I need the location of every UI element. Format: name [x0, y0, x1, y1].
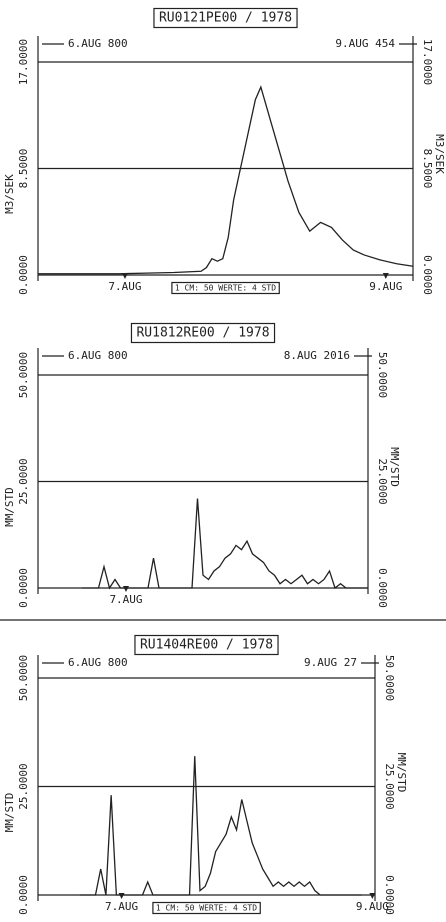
y2-tick-label: 25.0000 [376, 458, 389, 504]
y2-axis-label: MM/STD [388, 447, 401, 487]
x-tick-marker [121, 273, 128, 279]
title-box [153, 7, 298, 29]
y2-tick-label: 0.0000 [383, 875, 396, 915]
end-label: 8.AUG 2016 [284, 349, 350, 362]
start-label: 6.AUG 800 [68, 349, 128, 362]
x-tick-label: 9.AUG [356, 900, 389, 913]
y-tick-label: 50.0000 [17, 655, 30, 701]
y-axis-label: MM/STD [3, 487, 16, 527]
y-tick-label: 25.0000 [17, 458, 30, 504]
y-tick-label: 8.5000 [17, 149, 30, 189]
y2-tick-label: 50.0000 [376, 352, 389, 398]
start-label: 6.AUG 800 [68, 656, 128, 669]
x-tick-marker [369, 893, 376, 899]
y2-tick-label: 50.0000 [383, 655, 396, 701]
end-label: 9.AUG 454 [335, 37, 395, 50]
y-axis-label: MM/STD [3, 793, 16, 833]
annotation-box [171, 281, 280, 295]
y-tick-label: 50.0000 [17, 352, 30, 398]
y2-tick-label: 25.0000 [383, 763, 396, 809]
title-box [134, 634, 279, 656]
data-line [79, 756, 362, 896]
annotation: 1 CM: 50 WERTE: 4 STD [175, 284, 276, 293]
annotation-box [152, 901, 261, 915]
end-label: 9.AUG 27 [304, 656, 357, 669]
data-line [38, 85, 414, 275]
y-tick-label: 17.0000 [17, 39, 30, 85]
y2-tick-label: 17.0000 [421, 39, 434, 85]
y2-tick-label: 8.5000 [421, 149, 434, 189]
annotation: 1 CM: 50 WERTE: 4 STD [156, 904, 257, 913]
y-tick-label: 0.0000 [17, 255, 30, 295]
y-tick-label: 0.0000 [17, 568, 30, 608]
x-tick-marker [118, 893, 125, 899]
y-tick-label: 25.0000 [17, 763, 30, 809]
data-line [82, 498, 368, 590]
y2-axis-label: M3/SEK [433, 134, 446, 174]
x-tick-label: 7.AUG [108, 280, 141, 293]
x-tick-label: 9.AUG [369, 280, 402, 293]
chart-title: RU1404RE00 / 1978 [140, 638, 273, 653]
chart-title: RU0121PE00 / 1978 [159, 11, 292, 26]
x-tick-marker [123, 586, 129, 592]
x-tick-label: 7.AUG [109, 593, 142, 606]
title-box [130, 322, 276, 344]
y-axis-label: M3/SEK [3, 174, 16, 214]
start-label: 6.AUG 800 [68, 37, 128, 50]
y-tick-label: 0.0000 [17, 875, 30, 915]
x-tick-label: 7.AUG [105, 900, 138, 913]
chart-title: RU1812RE00 / 1978 [136, 326, 269, 341]
x-tick-marker [382, 273, 389, 279]
y2-tick-label: 0.0000 [376, 568, 389, 608]
y2-tick-label: 0.0000 [421, 255, 434, 295]
y2-axis-label: MM/STD [395, 753, 408, 793]
